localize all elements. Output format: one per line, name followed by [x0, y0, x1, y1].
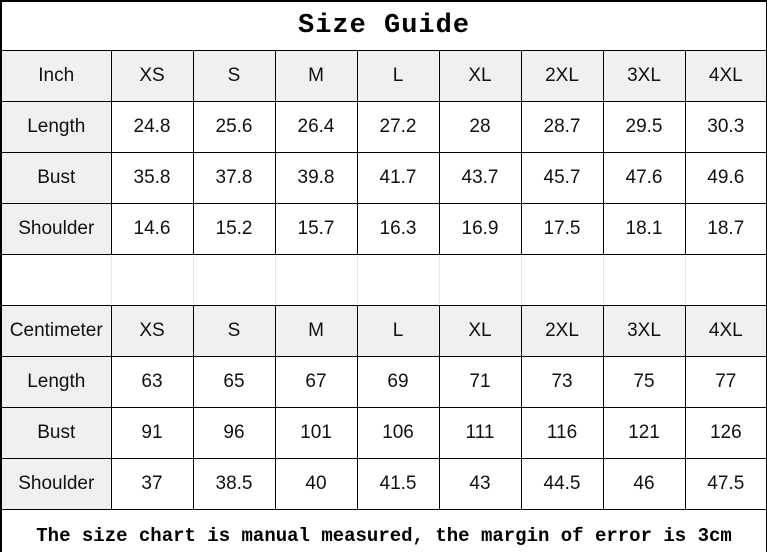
value-cell: 116 — [520, 407, 604, 459]
value-cell: 41.5 — [356, 458, 440, 510]
size-header-cell: 2XL — [520, 50, 604, 102]
spacer-cell — [0, 254, 112, 306]
size-header-cell: M — [274, 305, 358, 357]
row-label-cell: Bust — [0, 152, 112, 204]
value-cell: 43 — [438, 458, 522, 510]
row-label-cell: Length — [0, 101, 112, 153]
value-cell: 77 — [684, 356, 767, 408]
spacer-cell — [438, 254, 522, 306]
value-cell: 121 — [602, 407, 686, 459]
value-cell: 75 — [602, 356, 686, 408]
size-header-cell: 3XL — [602, 50, 686, 102]
row-label-cell: Shoulder — [0, 203, 112, 255]
size-header-cell: L — [356, 305, 440, 357]
size-header-cell: S — [192, 50, 276, 102]
spacer-cell — [356, 254, 440, 306]
spacer-cell — [602, 254, 686, 306]
table-row-length-cm: Length 63 65 67 69 71 73 75 77 — [0, 356, 767, 408]
value-cell: 73 — [520, 356, 604, 408]
value-cell: 67 — [274, 356, 358, 408]
table-row-bust-inch: Bust 35.8 37.8 39.8 41.7 43.7 45.7 47.6 … — [0, 152, 767, 204]
value-cell: 106 — [356, 407, 440, 459]
value-cell: 101 — [274, 407, 358, 459]
size-header-cell: 2XL — [520, 305, 604, 357]
size-header-cell: XL — [438, 305, 522, 357]
value-cell: 18.1 — [602, 203, 686, 255]
row-label-cell: Shoulder — [0, 458, 112, 510]
row-label-cell: Length — [0, 356, 112, 408]
row-label-cell: Bust — [0, 407, 112, 459]
page-title: Size Guide — [0, 0, 767, 51]
value-cell: 45.7 — [520, 152, 604, 204]
value-cell: 46 — [602, 458, 686, 510]
value-cell: 38.5 — [192, 458, 276, 510]
value-cell: 35.8 — [110, 152, 194, 204]
value-cell: 24.8 — [110, 101, 194, 153]
value-cell: 30.3 — [684, 101, 767, 153]
value-cell: 28 — [438, 101, 522, 153]
size-header-cell: 4XL — [684, 305, 767, 357]
value-cell: 16.3 — [356, 203, 440, 255]
value-cell: 71 — [438, 356, 522, 408]
value-cell: 69 — [356, 356, 440, 408]
title-row: Size Guide — [0, 0, 767, 51]
value-cell: 63 — [110, 356, 194, 408]
value-cell: 39.8 — [274, 152, 358, 204]
table-row-shoulder-cm: Shoulder 37 38.5 40 41.5 43 44.5 46 47.5 — [0, 458, 767, 510]
footer-row: The size chart is manual measured, the m… — [0, 509, 767, 552]
spacer-cell — [520, 254, 604, 306]
table-row-bust-cm: Bust 91 96 101 106 111 116 121 126 — [0, 407, 767, 459]
table-row-shoulder-inch: Shoulder 14.6 15.2 15.7 16.3 16.9 17.5 1… — [0, 203, 767, 255]
unit-header-cell: Inch — [0, 50, 112, 102]
value-cell: 15.7 — [274, 203, 358, 255]
value-cell: 49.6 — [684, 152, 767, 204]
value-cell: 27.2 — [356, 101, 440, 153]
value-cell: 26.4 — [274, 101, 358, 153]
value-cell: 16.9 — [438, 203, 522, 255]
inch-header-row: Inch XS S M L XL 2XL 3XL 4XL — [0, 50, 767, 102]
value-cell: 37 — [110, 458, 194, 510]
size-header-cell: S — [192, 305, 276, 357]
unit-header-cell: Centimeter — [0, 305, 112, 357]
value-cell: 18.7 — [684, 203, 767, 255]
spacer-cell — [192, 254, 276, 306]
centimeter-header-row: Centimeter XS S M L XL 2XL 3XL 4XL — [0, 305, 767, 357]
value-cell: 15.2 — [192, 203, 276, 255]
value-cell: 126 — [684, 407, 767, 459]
value-cell: 44.5 — [520, 458, 604, 510]
value-cell: 37.8 — [192, 152, 276, 204]
value-cell: 25.6 — [192, 101, 276, 153]
size-header-cell: XS — [110, 50, 194, 102]
size-header-cell: L — [356, 50, 440, 102]
value-cell: 65 — [192, 356, 276, 408]
spacer-cell — [684, 254, 767, 306]
footer-note: The size chart is manual measured, the m… — [0, 509, 767, 552]
value-cell: 91 — [110, 407, 194, 459]
value-cell: 28.7 — [520, 101, 604, 153]
value-cell: 29.5 — [602, 101, 686, 153]
value-cell: 47.6 — [602, 152, 686, 204]
value-cell: 43.7 — [438, 152, 522, 204]
value-cell: 111 — [438, 407, 522, 459]
value-cell: 41.7 — [356, 152, 440, 204]
table-row-length-inch: Length 24.8 25.6 26.4 27.2 28 28.7 29.5 … — [0, 101, 767, 153]
spacer-cell — [274, 254, 358, 306]
size-header-cell: XS — [110, 305, 194, 357]
size-header-cell: 3XL — [602, 305, 686, 357]
size-header-cell: 4XL — [684, 50, 767, 102]
spacer-cell — [110, 254, 194, 306]
spacer-row — [0, 254, 767, 306]
size-header-cell: XL — [438, 50, 522, 102]
value-cell: 17.5 — [520, 203, 604, 255]
value-cell: 14.6 — [110, 203, 194, 255]
value-cell: 47.5 — [684, 458, 767, 510]
value-cell: 96 — [192, 407, 276, 459]
size-header-cell: M — [274, 50, 358, 102]
value-cell: 40 — [274, 458, 358, 510]
